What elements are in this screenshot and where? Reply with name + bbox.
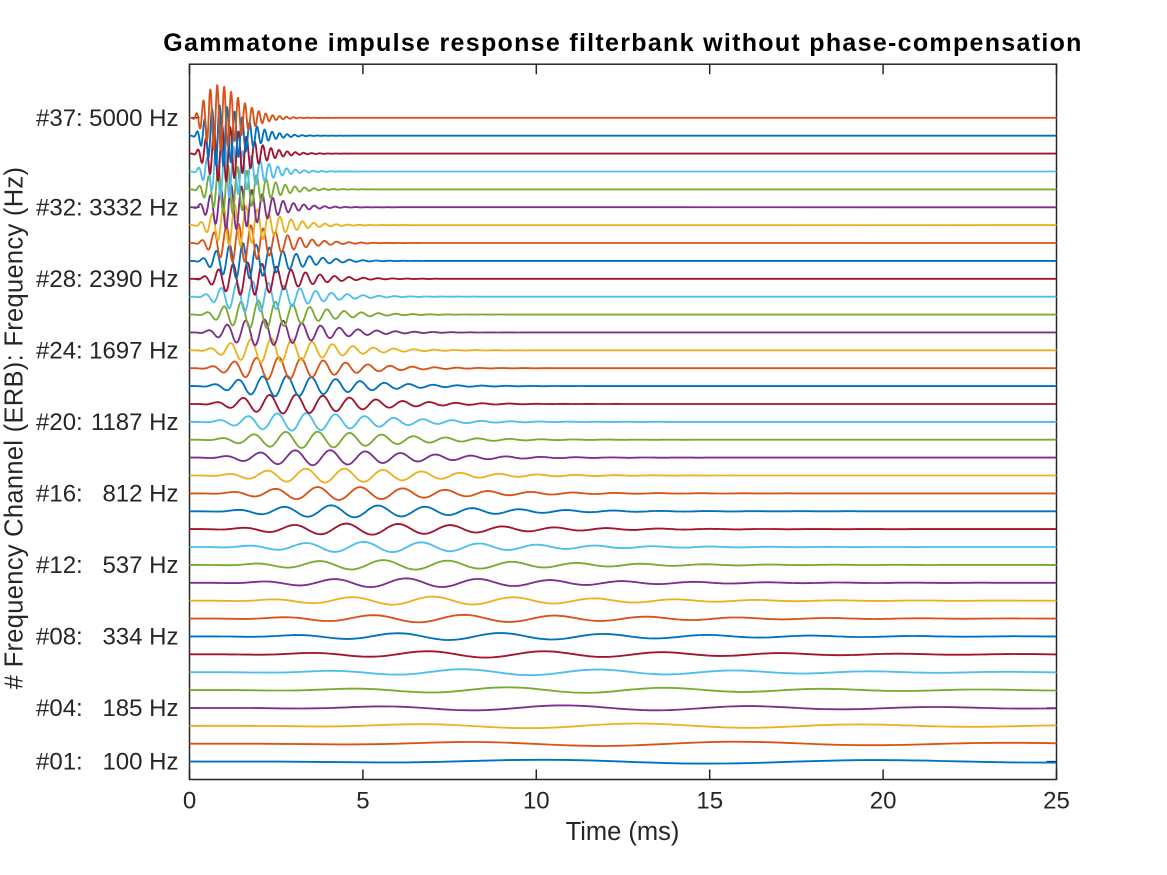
svg-text:#37:: #37: xyxy=(36,105,83,132)
svg-text:20: 20 xyxy=(870,788,897,815)
svg-text:15: 15 xyxy=(696,788,723,815)
svg-text:100 Hz: 100 Hz xyxy=(102,749,178,776)
svg-text:185 Hz: 185 Hz xyxy=(102,695,178,722)
svg-text:#08:: #08: xyxy=(36,624,83,651)
svg-text:0: 0 xyxy=(183,788,196,815)
svg-text:537 Hz: 537 Hz xyxy=(102,552,178,579)
svg-text:#04:: #04: xyxy=(36,695,83,722)
svg-text:5000 Hz: 5000 Hz xyxy=(89,105,178,132)
svg-text:334 Hz: 334 Hz xyxy=(102,624,178,651)
svg-text:#28:: #28: xyxy=(36,266,83,293)
svg-text:# Frequency Channel (ERB): Fre: # Frequency Channel (ERB): Frequency (Hz… xyxy=(1,167,29,690)
svg-text:1187 Hz: 1187 Hz xyxy=(91,409,179,436)
svg-text:#20:: #20: xyxy=(36,409,83,436)
svg-text:1697 Hz: 1697 Hz xyxy=(89,337,178,364)
svg-text:#32:: #32: xyxy=(36,194,83,221)
svg-text:5: 5 xyxy=(356,788,369,815)
svg-text:#01:: #01: xyxy=(36,749,83,776)
svg-text:2390 Hz: 2390 Hz xyxy=(89,266,178,293)
svg-text:Time (ms): Time (ms) xyxy=(566,818,680,846)
svg-text:25: 25 xyxy=(1043,788,1070,815)
svg-text:#16:: #16: xyxy=(36,481,83,508)
svg-text:812 Hz: 812 Hz xyxy=(102,481,178,508)
svg-text:#12:: #12: xyxy=(36,552,83,579)
svg-text:Gammatone impulse response fil: Gammatone impulse response filterbank wi… xyxy=(163,29,1082,57)
svg-text:#24:: #24: xyxy=(36,337,83,364)
svg-text:3332 Hz: 3332 Hz xyxy=(89,194,178,221)
svg-text:10: 10 xyxy=(523,788,550,815)
